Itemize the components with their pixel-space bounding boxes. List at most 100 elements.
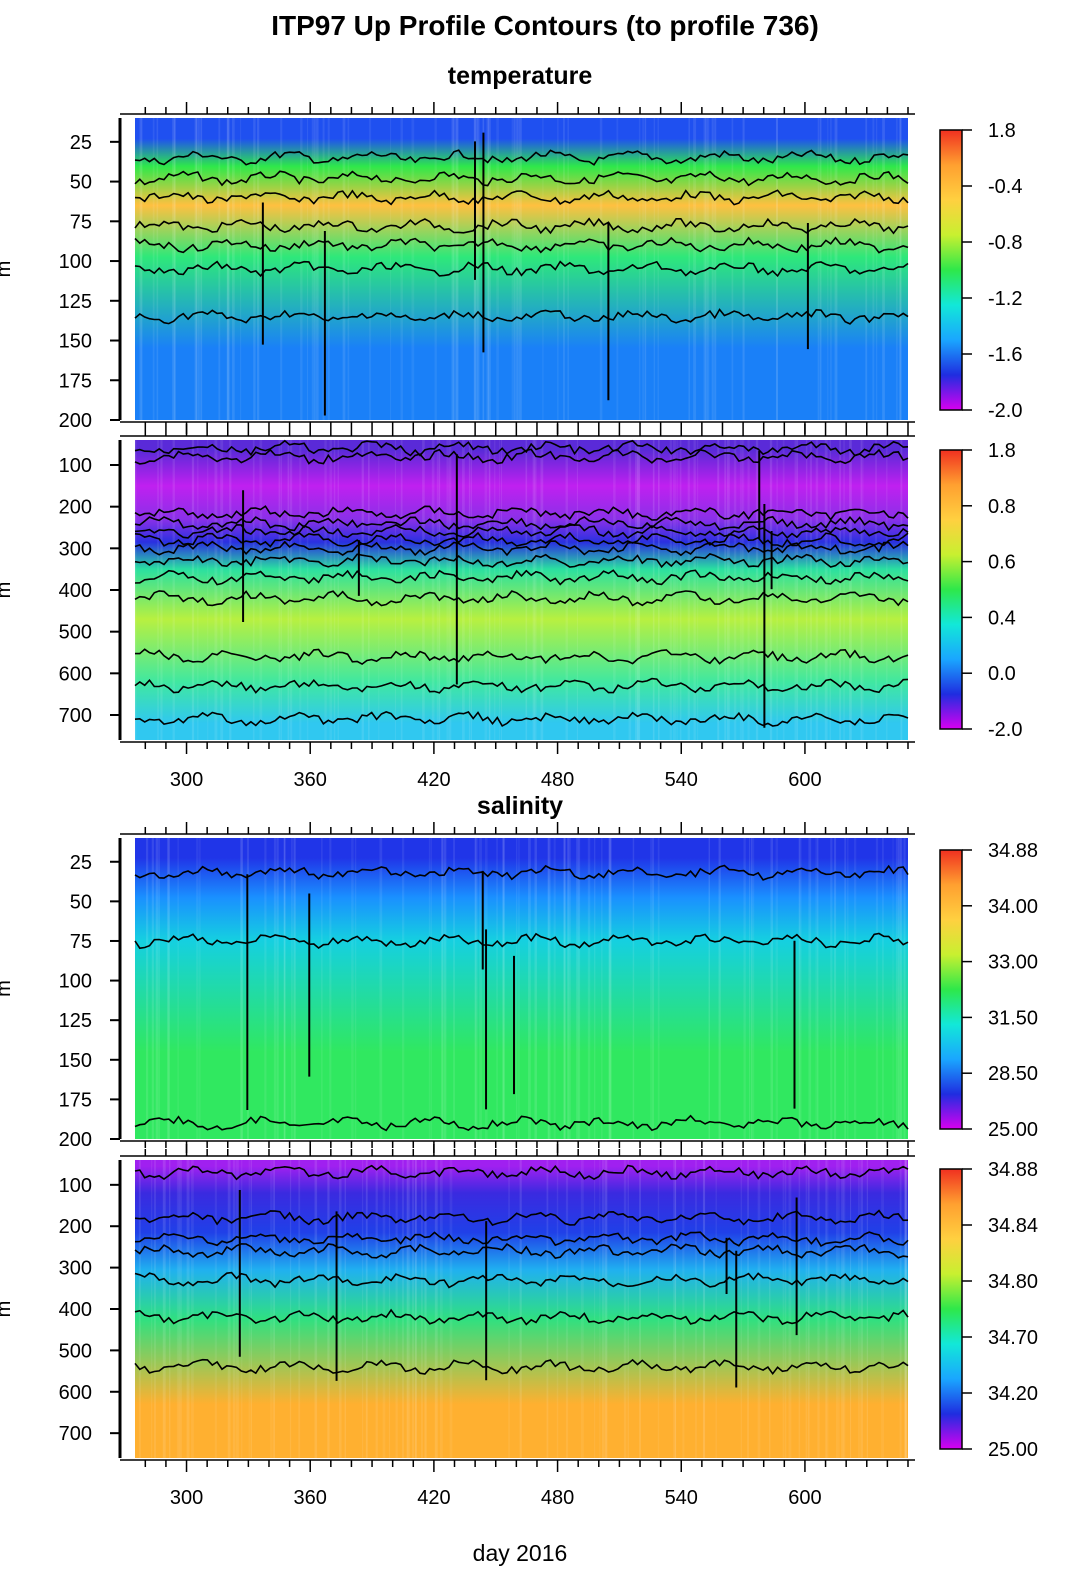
contour-line <box>134 1114 909 1132</box>
salinity-lower-colorbar: 34.88 34.84 34.80 34.70 34.20 25.00 <box>939 1159 1038 1461</box>
contour-line <box>134 523 909 540</box>
contour-line <box>134 1243 909 1259</box>
colorbar-tick-label: -1.2 <box>988 288 1022 310</box>
colorbar-tick-label: 34.70 <box>988 1327 1038 1349</box>
y-tick-label: 125 <box>59 291 92 313</box>
x-tick-label: 540 <box>665 769 698 791</box>
y-tick-label: 400 <box>59 1299 92 1321</box>
contour-line <box>134 864 909 881</box>
colorbar-tick-label: 33.00 <box>988 952 1038 974</box>
y-tick-label: 175 <box>59 1089 92 1111</box>
x-axis-title: day 2016 <box>472 1540 568 1566</box>
contour-line <box>134 439 909 457</box>
x-tick-label: 480 <box>541 1487 574 1509</box>
x-tick-label: 360 <box>294 1487 327 1509</box>
contour-line <box>134 677 909 694</box>
contour-line <box>134 590 909 607</box>
contour-line <box>134 569 909 586</box>
colorbar-tick-label: 1.8 <box>988 120 1016 142</box>
colorbar-tick-label: -0.4 <box>988 176 1022 198</box>
contour-line <box>134 552 909 569</box>
y-unit-label: m <box>0 582 15 599</box>
y-tick-label: 125 <box>59 1010 92 1032</box>
contour-line <box>134 505 909 521</box>
temperature-lower-colorbar: 1.8 0.8 0.6 0.4 0.0 -2.0 <box>939 440 1022 741</box>
colorbar-tick-label: -2.0 <box>988 719 1022 741</box>
colorbar-gradient <box>939 449 963 730</box>
x-tick-label: 480 <box>541 769 574 791</box>
contour-line <box>134 448 909 465</box>
y-tick-label: 600 <box>59 663 92 685</box>
contour-line <box>134 711 909 727</box>
y-tick-label: 150 <box>59 1050 92 1072</box>
x-tick-label: 540 <box>665 1487 698 1509</box>
y-unit-label: m <box>0 980 15 997</box>
salinity-lower-panel: 100 200 300 400 500 600 700 m 300 360 420 480 540 600 <box>0 1144 915 1509</box>
colorbar-tick-label: 25.00 <box>988 1119 1038 1141</box>
contour-line <box>134 149 909 166</box>
x-tick-label: 600 <box>788 1487 821 1509</box>
y-tick-label: 200 <box>59 1216 92 1238</box>
temperature-upper-panel: 25 50 75 100 125 150 175 200 m <box>0 102 915 434</box>
figure-title: ITP97 Up Profile Contours (to profile 73… <box>271 10 819 41</box>
contour-line <box>134 531 909 548</box>
x-tick-label: 420 <box>417 1487 450 1509</box>
y-tick-label: 25 <box>70 852 92 874</box>
x-tick-label: 360 <box>294 769 327 791</box>
contour-line <box>134 1308 909 1326</box>
temperature-upper-colorbar: 1.8 -0.4 -0.8 -1.2 -1.6 -2.0 <box>939 120 1022 422</box>
y-tick-label: 100 <box>59 971 92 993</box>
colorbar-tick-label: 0.0 <box>988 663 1016 685</box>
salinity-section-title: salinity <box>476 792 564 820</box>
colorbar-gradient <box>939 849 963 1130</box>
y-tick-label: 50 <box>70 172 92 194</box>
colorbar-gradient <box>939 1168 963 1450</box>
contour-line <box>134 170 909 187</box>
colorbar-tick-label: 34.88 <box>988 840 1038 862</box>
colorbar-tick-label: -2.0 <box>988 400 1022 422</box>
y-tick-label: 100 <box>59 455 92 477</box>
y-tick-label: 25 <box>70 132 92 154</box>
y-tick-label: 100 <box>59 251 92 273</box>
x-tick-label: 600 <box>788 769 821 791</box>
y-unit-label: m <box>0 261 15 278</box>
y-tick-label: 75 <box>70 211 92 233</box>
colorbar-tick-label: 25.00 <box>988 1439 1038 1461</box>
contour-line <box>134 1358 909 1376</box>
colorbar-tick-label: -0.8 <box>988 232 1022 254</box>
colorbar-tick-label: 34.88 <box>988 1159 1038 1181</box>
contour-line <box>134 1209 909 1226</box>
salinity-lower-field <box>135 1160 908 1458</box>
y-tick-label: 200 <box>59 497 92 519</box>
contour-line <box>134 1231 909 1248</box>
contour-line <box>134 1164 909 1181</box>
contour-line <box>134 932 909 950</box>
contour-line <box>134 1271 909 1289</box>
colorbar-tick-label: -1.6 <box>988 344 1022 366</box>
x-tick-label: 300 <box>170 1487 203 1509</box>
x-tick-label: 300 <box>170 769 203 791</box>
colorbar-tick-label: 31.50 <box>988 1007 1038 1029</box>
colorbar-tick-label: 1.8 <box>988 440 1016 462</box>
colorbar-tick-label: 34.84 <box>988 1215 1038 1237</box>
y-tick-label: 600 <box>59 1382 92 1404</box>
y-tick-label: 150 <box>59 331 92 353</box>
y-tick-label: 300 <box>59 538 92 560</box>
y-tick-label: 500 <box>59 1340 92 1362</box>
colorbar-tick-label: 34.20 <box>988 1383 1038 1405</box>
x-tick-label: 420 <box>417 769 450 791</box>
y-tick-label: 700 <box>59 705 92 727</box>
y-tick-label: 300 <box>59 1258 92 1280</box>
colorbar-tick-label: 34.80 <box>988 1271 1038 1293</box>
y-tick-label: 50 <box>70 891 92 913</box>
temperature-lower-panel: 100 200 300 400 500 600 700 m 300 360 420 480 540 600 <box>0 424 915 791</box>
y-tick-label: 200 <box>59 410 92 432</box>
y-unit-label: m <box>0 1301 15 1318</box>
y-tick-label: 100 <box>59 1175 92 1197</box>
temperature-lower-field <box>135 440 908 740</box>
temperature-section-title: temperature <box>447 62 593 90</box>
contour-line <box>135 648 909 666</box>
y-tick-label: 400 <box>59 580 92 602</box>
salinity-upper-colorbar: 34.88 34.00 33.00 31.50 28.50 25.00 <box>939 840 1038 1141</box>
